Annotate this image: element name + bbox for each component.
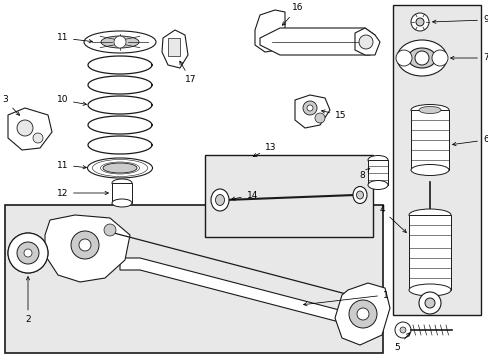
Polygon shape	[260, 28, 374, 55]
Ellipse shape	[418, 107, 440, 113]
Ellipse shape	[112, 179, 132, 187]
Text: 11: 11	[57, 33, 92, 43]
Polygon shape	[162, 30, 187, 68]
Text: 10: 10	[57, 95, 86, 105]
Polygon shape	[254, 10, 285, 52]
Circle shape	[71, 231, 99, 259]
Text: 14: 14	[231, 190, 258, 200]
Circle shape	[104, 224, 116, 236]
Text: 12: 12	[57, 189, 108, 198]
Ellipse shape	[356, 191, 363, 199]
Ellipse shape	[112, 199, 132, 207]
Polygon shape	[334, 283, 389, 345]
Circle shape	[431, 50, 447, 66]
Circle shape	[399, 327, 405, 333]
Text: 4: 4	[379, 206, 406, 233]
Ellipse shape	[410, 104, 448, 116]
Bar	[392, 5, 480, 315]
Ellipse shape	[367, 180, 387, 189]
Ellipse shape	[84, 31, 156, 53]
Ellipse shape	[408, 284, 450, 296]
Polygon shape	[45, 215, 130, 282]
Text: 16: 16	[282, 4, 303, 25]
Text: 17: 17	[180, 61, 196, 85]
Text: 1: 1	[303, 291, 388, 306]
Text: 5: 5	[393, 333, 409, 352]
Circle shape	[17, 120, 33, 136]
Circle shape	[424, 298, 434, 308]
Circle shape	[418, 292, 440, 314]
Polygon shape	[8, 108, 52, 150]
Polygon shape	[354, 28, 379, 55]
Text: 3: 3	[2, 95, 20, 115]
Text: 2: 2	[25, 276, 31, 324]
Ellipse shape	[410, 165, 448, 175]
Bar	[410, 110, 448, 170]
Circle shape	[395, 50, 411, 66]
Circle shape	[114, 36, 126, 48]
Polygon shape	[120, 258, 369, 330]
Circle shape	[356, 308, 368, 320]
Circle shape	[8, 233, 48, 273]
Bar	[112, 183, 132, 203]
Ellipse shape	[101, 36, 139, 48]
Ellipse shape	[215, 194, 224, 206]
Circle shape	[348, 300, 376, 328]
Ellipse shape	[210, 189, 228, 211]
Circle shape	[24, 249, 32, 257]
Circle shape	[414, 51, 428, 65]
Text: 13: 13	[253, 144, 276, 157]
Polygon shape	[294, 95, 329, 128]
Circle shape	[314, 113, 325, 123]
Circle shape	[410, 13, 428, 31]
Circle shape	[394, 322, 410, 338]
Bar	[5, 205, 382, 353]
Text: 7: 7	[450, 54, 488, 63]
Circle shape	[79, 239, 91, 251]
Text: 9: 9	[432, 15, 488, 24]
Circle shape	[306, 105, 312, 111]
Bar	[204, 155, 372, 237]
Bar	[408, 215, 450, 290]
Circle shape	[358, 35, 372, 49]
Ellipse shape	[407, 48, 435, 68]
Circle shape	[415, 18, 423, 26]
Text: 15: 15	[321, 110, 346, 120]
Ellipse shape	[87, 158, 152, 178]
Text: 11: 11	[57, 161, 86, 170]
Circle shape	[33, 133, 43, 143]
Ellipse shape	[367, 156, 387, 165]
Text: 6: 6	[452, 135, 488, 146]
Bar	[168, 38, 180, 56]
Circle shape	[17, 242, 39, 264]
Ellipse shape	[396, 40, 446, 76]
Ellipse shape	[103, 163, 137, 173]
Ellipse shape	[352, 186, 366, 203]
Ellipse shape	[408, 209, 450, 221]
Bar	[367, 160, 387, 185]
Circle shape	[303, 101, 316, 115]
Text: 8: 8	[359, 168, 369, 180]
